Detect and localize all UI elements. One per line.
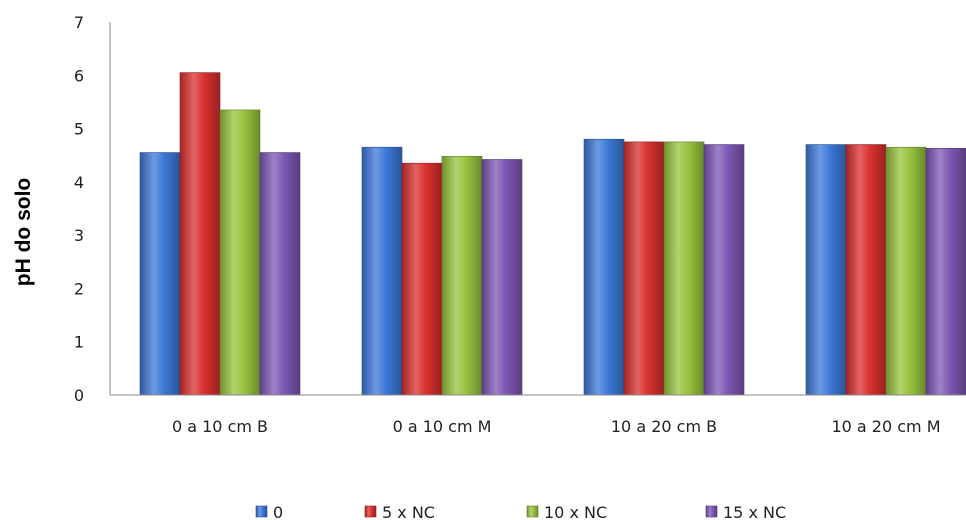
y-tick-label: 4 — [74, 173, 84, 192]
bar — [139, 152, 181, 396]
bar — [481, 159, 523, 396]
x-category-label: 10 a 20 cm M — [831, 417, 940, 436]
x-category-label: 10 a 20 cm B — [611, 417, 717, 436]
legend-label: 5 x NC — [382, 503, 435, 520]
legend-swatch — [526, 505, 539, 518]
bars-layer — [139, 72, 966, 396]
bar — [885, 146, 927, 396]
bar — [441, 155, 483, 396]
legend-item: 5 x NC — [364, 503, 435, 520]
bar — [219, 109, 261, 396]
bar — [401, 162, 443, 396]
bar — [259, 152, 301, 396]
legend-item: 0 — [255, 503, 283, 520]
bar — [703, 144, 745, 396]
y-tick-label: 2 — [74, 279, 84, 298]
legend-label: 0 — [273, 503, 283, 520]
legend-swatch — [705, 505, 718, 518]
y-tick-label: 1 — [74, 333, 84, 352]
legend-swatch — [364, 505, 377, 518]
bar — [845, 144, 887, 396]
x-category-labels: 0 a 10 cm B 0 a 10 cm M 10 a 20 cm B 10 a 2… — [172, 417, 941, 436]
x-category-label: 0 a 10 cm M — [393, 417, 492, 436]
bar — [179, 72, 221, 396]
bar — [361, 146, 403, 396]
y-tick-labels: 0 1 2 3 4 5 6 7 — [74, 13, 84, 405]
y-tick-label: 0 — [74, 386, 84, 405]
legend-item: 10 x NC — [526, 503, 607, 520]
y-tick-label: 3 — [74, 226, 84, 245]
bar — [805, 144, 847, 396]
legend-item: 15 x NC — [705, 503, 786, 520]
bar — [583, 138, 625, 396]
y-axis-label: pH do solo — [12, 178, 35, 287]
bar — [925, 147, 966, 396]
y-tick-label: 7 — [74, 13, 84, 32]
bar — [663, 141, 705, 396]
x-category-label: 0 a 10 cm B — [172, 417, 268, 436]
y-tick-label: 6 — [74, 66, 84, 85]
legend-label: 15 x NC — [723, 503, 786, 520]
bar — [623, 141, 665, 396]
legend-label: 10 x NC — [544, 503, 607, 520]
legend-swatch — [255, 505, 268, 518]
y-tick-label: 5 — [74, 120, 84, 139]
legend: 0 5 x NC 10 x NC 15 x NC — [255, 503, 786, 520]
